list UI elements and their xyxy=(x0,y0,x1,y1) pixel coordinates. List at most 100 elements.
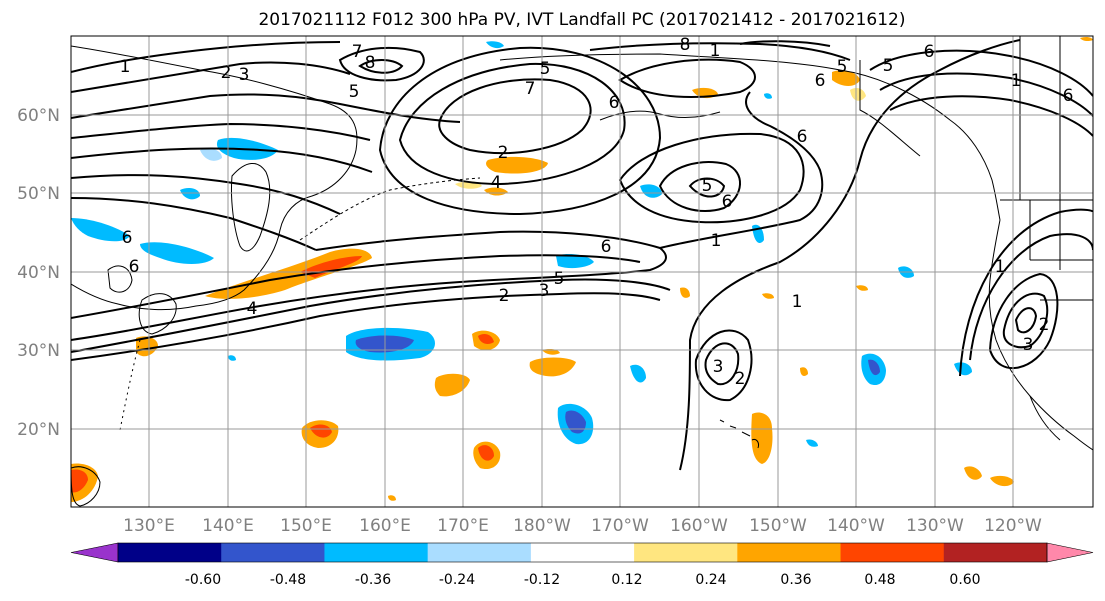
coastline-baja xyxy=(1029,395,1061,441)
colorbar-tick-label: 0.60 xyxy=(949,572,980,588)
lon-label: 120°W xyxy=(984,516,1042,536)
pv-contour-label: 4 xyxy=(247,299,258,319)
colorbar-extend-high xyxy=(1046,542,1094,563)
pv-contour xyxy=(694,329,753,402)
pv-contour xyxy=(1014,307,1038,334)
ivt-positive-region xyxy=(800,367,808,376)
ivt-negative-region xyxy=(630,364,646,383)
ivt-negative-region xyxy=(954,362,972,376)
colorbar-segment xyxy=(943,543,1048,562)
colorbar-segment xyxy=(737,543,842,562)
ivt-positive-core xyxy=(310,424,332,438)
pv-contour-label: 7 xyxy=(352,42,363,62)
coastline-asia xyxy=(71,45,358,311)
colorbar-segment xyxy=(221,543,325,562)
pv-contour-labels: 1 2 3 7 8 5 2 4 5 6 7 8 1 6 5 6 5 6 1 6 … xyxy=(120,36,1074,389)
ivt-positive-core xyxy=(478,334,494,344)
ivt-positive-region xyxy=(990,475,1014,487)
pv-contour-label: 8 xyxy=(365,53,376,73)
colorbar-tick-label: -0.48 xyxy=(270,572,306,588)
pv-contour xyxy=(869,49,1093,97)
pv-contour-label: 2 xyxy=(1039,315,1050,335)
coastline-alaska xyxy=(499,53,1001,221)
ivt-negative-region xyxy=(556,254,594,269)
pv-contour-label: 5 xyxy=(702,176,713,196)
pv-contour-label: 5 xyxy=(554,269,565,289)
pv-contour xyxy=(358,59,404,74)
lon-label: 140°E xyxy=(202,516,254,536)
ivt-positive-region xyxy=(850,88,866,101)
pv-contour-label: 1 xyxy=(120,57,131,77)
pv-contour-label: 1 xyxy=(792,292,803,312)
border-alaska-canada xyxy=(859,60,921,157)
pv-contours xyxy=(71,39,1093,471)
pv-contour-label: 5 xyxy=(349,82,360,102)
pv-contour xyxy=(71,197,317,251)
ivt-positive-region xyxy=(136,336,158,357)
pv-contour xyxy=(618,58,756,98)
ivt-negative-region xyxy=(640,184,662,198)
pv-contour xyxy=(659,91,824,249)
lat-label: 20°N xyxy=(17,420,60,440)
ivt-negative-region xyxy=(764,93,772,99)
ivt-positive-core xyxy=(478,445,494,461)
graticule xyxy=(71,36,1093,507)
pv-contour-label: 3 xyxy=(539,281,550,301)
lon-label: 170°W xyxy=(591,516,649,536)
pv-contour-label: 2 xyxy=(221,63,232,83)
border-provinces xyxy=(1019,36,1061,200)
pv-contour xyxy=(959,208,1093,377)
pv-contour xyxy=(71,174,341,215)
lon-label: 150°E xyxy=(280,516,332,536)
ivt-positive-region xyxy=(762,293,774,299)
pv-contour xyxy=(338,46,425,82)
pv-contour xyxy=(704,342,740,386)
ivt-negative-region xyxy=(228,355,236,361)
pv-contour-label: 6 xyxy=(815,71,826,91)
pv-contour-label: 3 xyxy=(1023,335,1034,355)
lat-label: 30°N xyxy=(17,341,60,361)
ivt-positive-core xyxy=(71,469,88,493)
colorbar-segment xyxy=(427,543,532,562)
lat-label: 50°N xyxy=(17,184,60,204)
pv-contour xyxy=(71,254,641,319)
pv-contour-label: 5 xyxy=(540,59,551,79)
ivt-negative-core xyxy=(565,410,586,434)
pv-contour-label: 6 xyxy=(122,228,133,248)
pv-contour-label: 2 xyxy=(498,143,509,163)
pv-contour-label: 3 xyxy=(713,357,724,377)
coastline-north-america xyxy=(988,219,1093,451)
ivt-positive-region xyxy=(856,285,868,291)
ivt-positive-region xyxy=(680,287,690,298)
colorbar-segment xyxy=(324,543,429,562)
ivt-negative-region xyxy=(486,41,504,49)
colorbar-tick-label: 0.36 xyxy=(780,572,811,588)
pv-contour xyxy=(71,122,371,141)
colorbar-frame xyxy=(117,542,1048,563)
pv-contour-label: 7 xyxy=(525,79,536,99)
ivt-positive-region xyxy=(964,466,982,480)
pv-contour-label: 6 xyxy=(129,257,140,277)
colorbar-segment xyxy=(530,543,635,562)
pv-contour xyxy=(988,272,1059,369)
pv-contour-label: 6 xyxy=(924,42,935,62)
ivt-positive-region xyxy=(751,412,773,464)
pv-contour xyxy=(71,61,351,93)
colorbar-segment xyxy=(118,543,222,562)
ivt-positive-region xyxy=(529,357,576,377)
pv-contour xyxy=(71,230,667,341)
pv-contour-label: 6 xyxy=(797,127,808,147)
pv-contour-label: 1 xyxy=(995,257,1006,277)
latitude-labels: 60°N 50°N 40°N 30°N 20°N xyxy=(17,106,60,440)
ivt-positive-region xyxy=(388,495,396,501)
colorbar-tick-label: -0.12 xyxy=(524,572,560,588)
pv-contour xyxy=(71,147,373,173)
pv-contour-label: 1 xyxy=(711,231,722,251)
pv-contour xyxy=(679,39,1021,471)
colorbar-extend-low xyxy=(70,542,119,563)
longitude-labels: 130°E 140°E 150°E 160°E 170°E 180°W 170°… xyxy=(123,516,1042,536)
pv-contour xyxy=(889,95,1093,137)
colorbar-tick-label: -0.36 xyxy=(355,572,391,588)
pv-contour xyxy=(71,41,341,73)
coastline-alaska-peninsula xyxy=(599,110,721,121)
